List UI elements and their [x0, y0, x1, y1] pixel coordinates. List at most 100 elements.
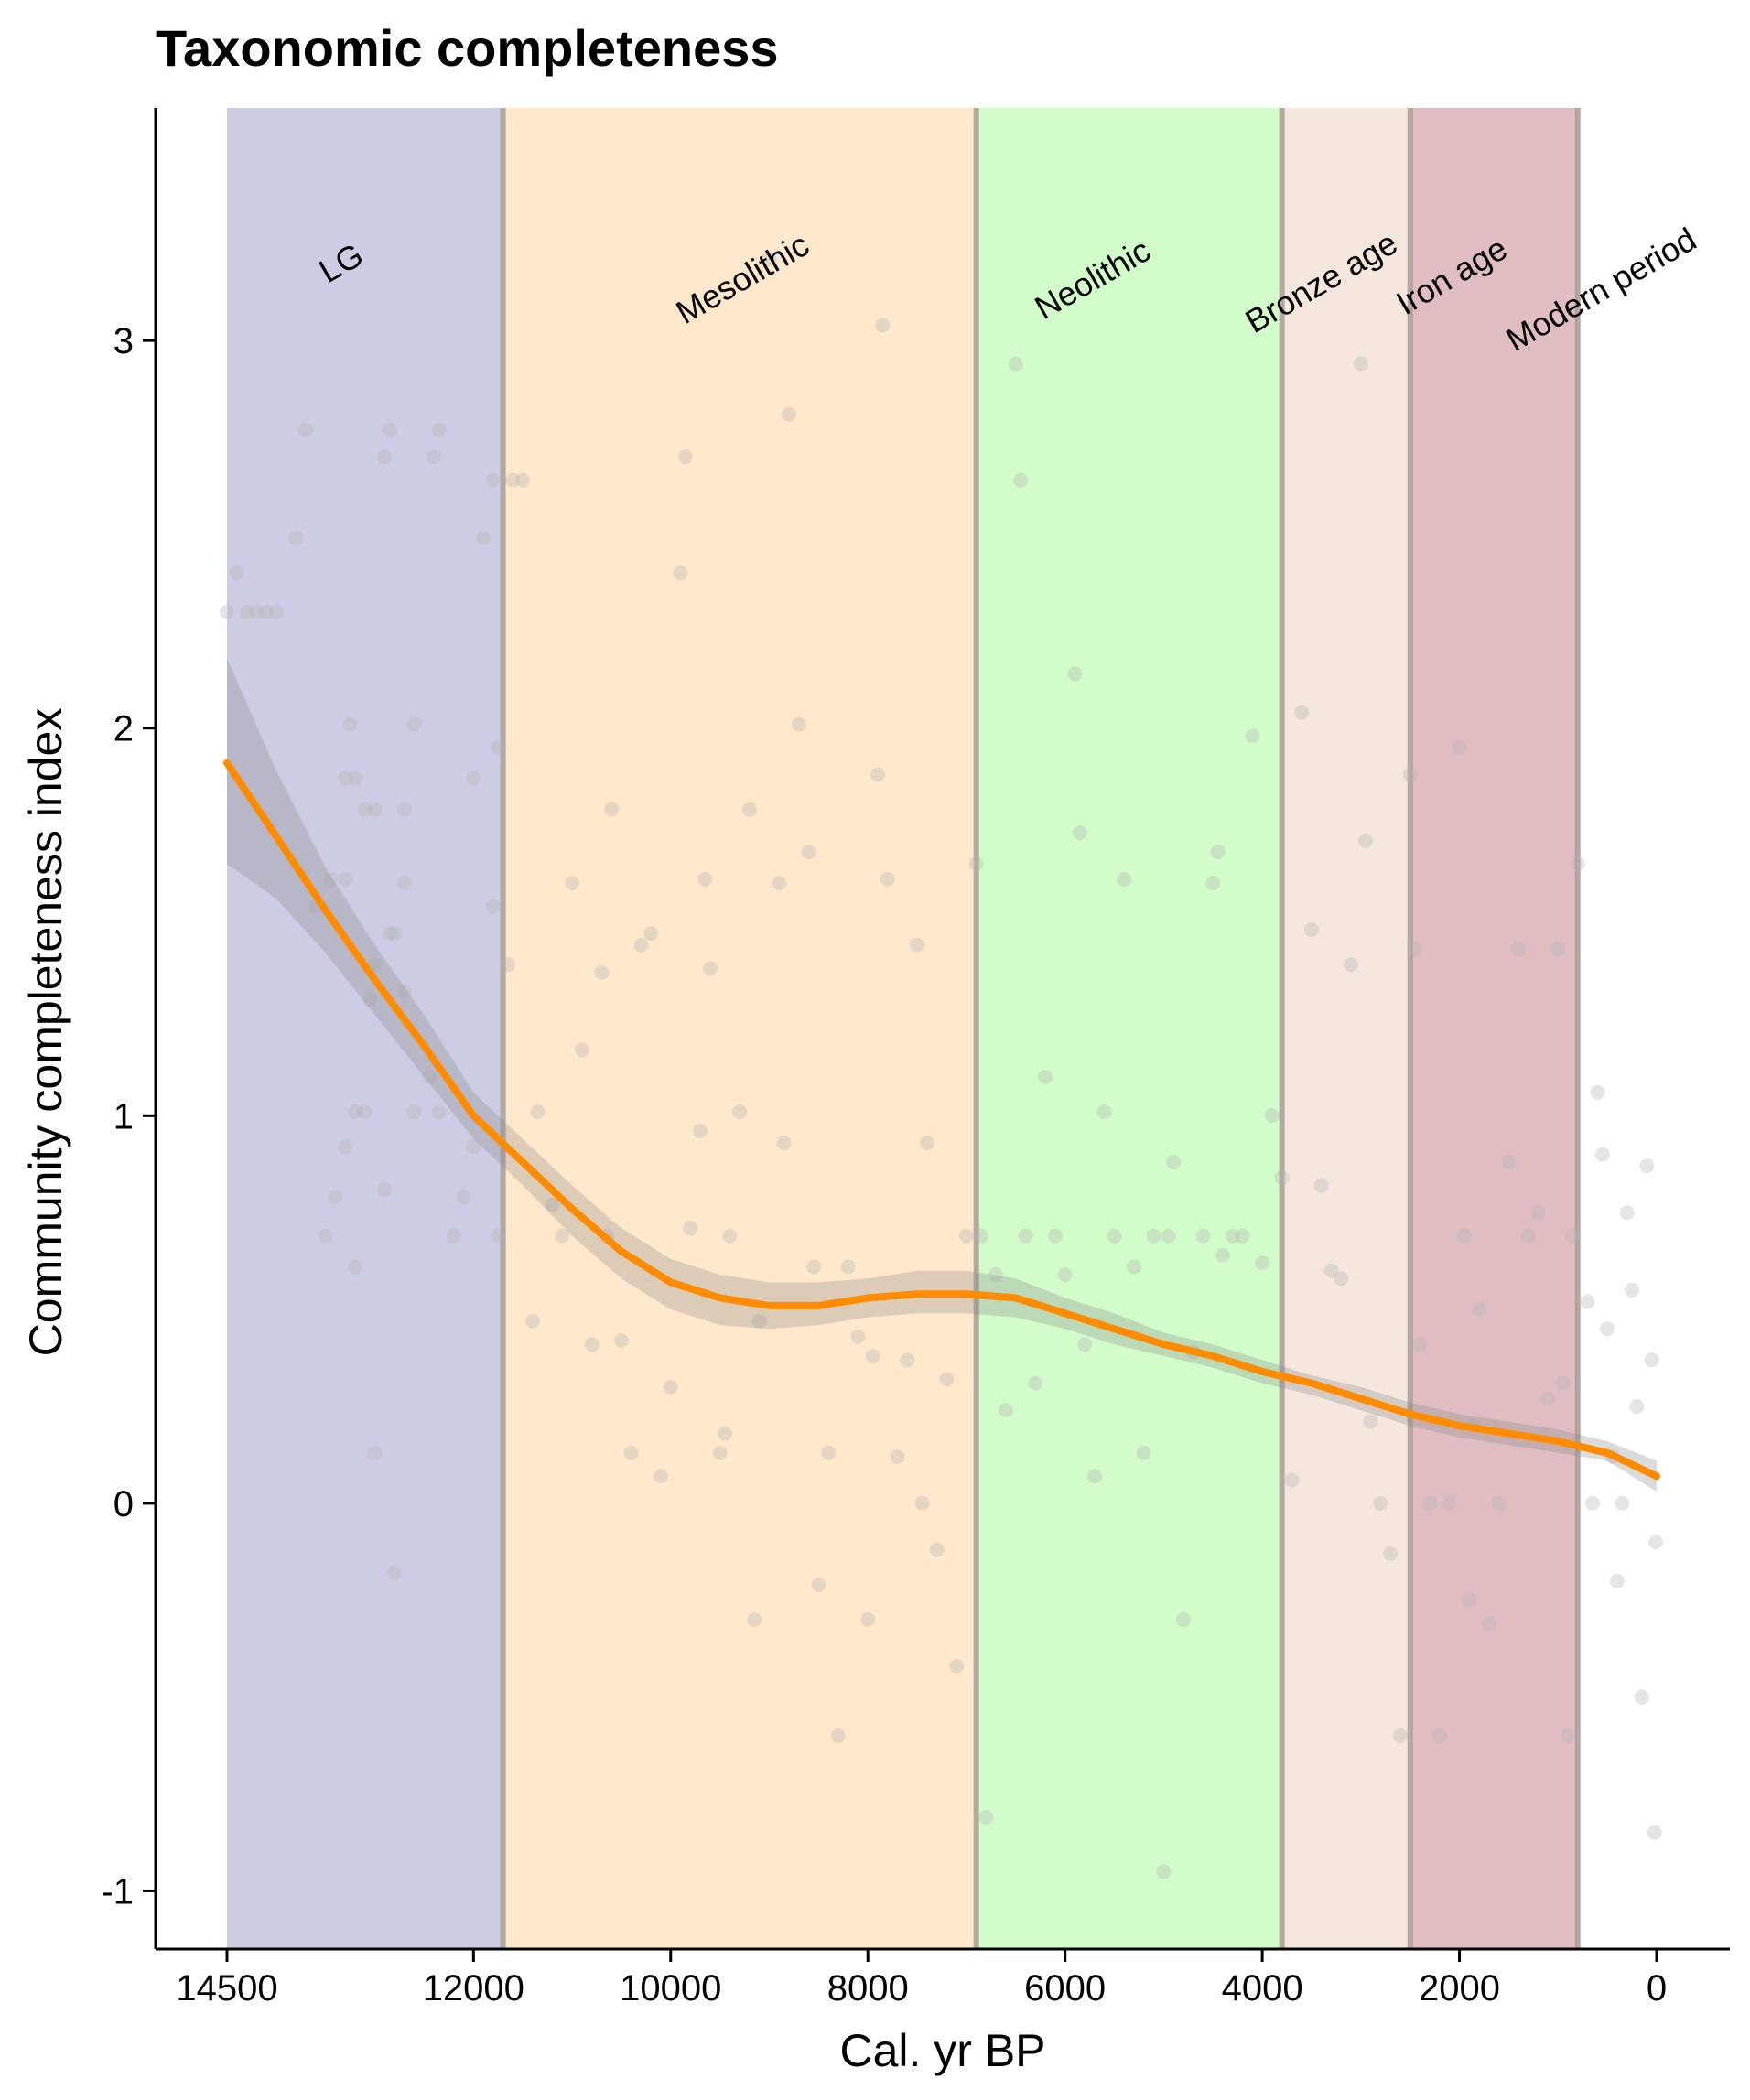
data-point [406, 716, 422, 732]
data-point [747, 1611, 762, 1627]
data-point [722, 1228, 738, 1244]
data-point [348, 1259, 363, 1275]
data-point [328, 1190, 343, 1205]
data-point [574, 1042, 589, 1058]
data-point [1540, 1391, 1556, 1406]
data-point [968, 856, 984, 871]
data-point [1609, 1573, 1625, 1588]
data-point [501, 957, 516, 973]
data-point [1392, 1728, 1408, 1744]
x-tick-label: 10000 [620, 1968, 721, 2008]
data-point [530, 1104, 546, 1120]
data-point [1067, 666, 1083, 682]
data-point [515, 472, 531, 488]
data-point [1625, 1282, 1640, 1298]
data-point [974, 1228, 989, 1244]
data-point [1452, 739, 1467, 755]
data-point [1072, 825, 1087, 841]
data-point [323, 871, 339, 887]
data-point [1590, 1084, 1605, 1100]
data-point [1402, 767, 1418, 782]
data-point [840, 1259, 856, 1275]
data-point [1412, 1337, 1428, 1352]
data-point [485, 899, 501, 914]
data-point [1096, 1104, 1112, 1120]
data-point [466, 1139, 481, 1155]
data-point [1117, 871, 1132, 887]
data-point [229, 565, 244, 581]
data-point [1594, 1147, 1610, 1162]
data-point [613, 1332, 629, 1348]
data-point [623, 1445, 639, 1460]
x-tick-label: 2000 [1419, 1968, 1500, 2008]
data-point [1057, 1266, 1073, 1282]
data-point [1491, 1495, 1507, 1511]
data-point [491, 739, 506, 755]
data-point [1013, 472, 1029, 488]
period-band-modern-period [1577, 108, 1657, 1949]
x-tick-label: 6000 [1024, 1968, 1106, 2008]
data-point [1205, 876, 1221, 891]
data-point [1432, 1728, 1448, 1744]
data-point [1323, 1263, 1339, 1278]
data-point [1647, 1825, 1662, 1840]
data-point [860, 1611, 876, 1627]
data-point [1334, 1271, 1349, 1287]
data-point [677, 449, 693, 465]
data-points [220, 252, 1663, 1879]
y-tick-label: 1 [113, 1096, 134, 1136]
data-point [880, 871, 895, 887]
data-point [702, 961, 718, 976]
data-point [367, 802, 383, 817]
data-point [772, 876, 787, 891]
data-point [683, 1221, 698, 1236]
data-point [1028, 1375, 1043, 1391]
data-point [697, 871, 713, 887]
data-point [545, 1197, 560, 1212]
data-point [776, 1135, 792, 1150]
y-axis-title: Community completeness index [20, 708, 71, 1357]
data-point [900, 1352, 915, 1368]
data-point [732, 1104, 748, 1120]
period-bands [227, 108, 1657, 1949]
data-point [491, 1228, 506, 1244]
data-point [1008, 356, 1023, 372]
data-point [1353, 356, 1368, 372]
data-point [1175, 1611, 1191, 1627]
data-point [633, 937, 649, 953]
data-point [811, 1577, 826, 1592]
data-point [387, 926, 403, 942]
data-point [999, 1403, 1014, 1418]
data-point [431, 422, 447, 437]
data-point [1166, 1155, 1182, 1170]
data-point [318, 1228, 333, 1244]
data-point [1284, 1472, 1300, 1488]
data-point [978, 1809, 994, 1825]
y-tick-label: 3 [113, 321, 134, 361]
data-point [396, 802, 412, 817]
data-point [1156, 1864, 1172, 1879]
data-point [367, 1445, 383, 1460]
data-point [1580, 1294, 1595, 1309]
data-point [431, 1104, 447, 1120]
data-point [875, 318, 891, 333]
smooth-line [223, 759, 1660, 1481]
data-point [1462, 1592, 1477, 1608]
data-point [406, 1104, 422, 1120]
data-point [1313, 1178, 1329, 1193]
data-point [1018, 1228, 1033, 1244]
y-tick-label: 0 [113, 1484, 134, 1524]
data-point [1383, 1545, 1399, 1561]
period-band-bronze-age [1281, 108, 1410, 1949]
data-point [249, 604, 265, 619]
data-point [338, 871, 353, 887]
data-point [427, 449, 442, 465]
data-point [919, 1135, 934, 1150]
data-point [338, 1139, 353, 1155]
data-point [565, 876, 580, 891]
x-tick-label: 14500 [176, 1968, 277, 2008]
data-point [377, 449, 393, 465]
x-axis-title: Cal. yr BP [839, 2025, 1045, 2076]
data-point [1127, 1259, 1142, 1275]
data-point [821, 1445, 837, 1460]
